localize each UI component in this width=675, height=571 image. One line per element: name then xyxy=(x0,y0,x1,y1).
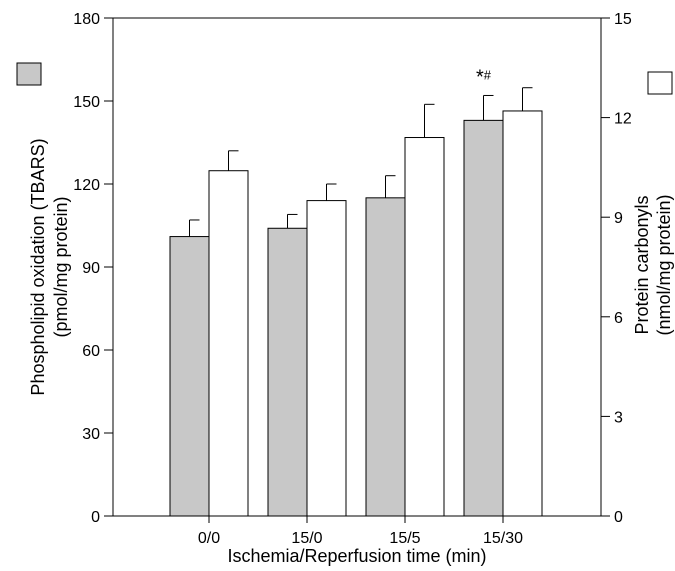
left-series-swatch xyxy=(16,62,42,86)
right-tick-label: 9 xyxy=(614,210,623,227)
right-series-swatch xyxy=(647,71,673,95)
x-tick-label: 0/0 xyxy=(198,530,220,547)
bars-group: *# xyxy=(169,66,543,517)
bar-tbars-15-5 xyxy=(365,197,406,517)
right-axis: 0 3 6 9 12 15 xyxy=(601,11,632,526)
left-tick-label: 120 xyxy=(73,177,100,194)
significance-annotation: *# xyxy=(476,66,492,88)
x-tick-label: 15/30 xyxy=(483,530,523,547)
bar-tbars-15-0 xyxy=(267,227,308,517)
right-axis-title-line2: (nmol/mg protein) xyxy=(654,194,674,335)
significance-hash: # xyxy=(484,67,492,82)
left-tick-label: 60 xyxy=(82,343,100,360)
right-tick-label: 6 xyxy=(614,310,623,327)
bar-protein-carbonyls-15-5 xyxy=(404,137,445,517)
right-tick-label: 3 xyxy=(614,409,623,426)
left-axis: 0 30 60 90 120 150 180 xyxy=(73,11,113,526)
left-tick-label: 30 xyxy=(82,426,100,443)
x-axis: 0/0 15/0 15/5 15/30 xyxy=(198,516,523,547)
significance-star: * xyxy=(476,66,484,88)
left-tick-label: 180 xyxy=(73,11,100,28)
left-axis-title-line2: (pmol/mg protein) xyxy=(51,196,71,337)
bar-protein-carbonyls-15-30 xyxy=(502,110,543,517)
left-tick-label: 150 xyxy=(73,94,100,111)
left-tick-label: 90 xyxy=(82,260,100,277)
x-tick-label: 15/5 xyxy=(389,530,420,547)
bar-protein-carbonyls-15-0 xyxy=(306,200,347,517)
right-tick-label: 0 xyxy=(614,509,623,526)
bar-tbars-0-0 xyxy=(169,236,210,517)
x-tick-label: 15/0 xyxy=(291,530,322,547)
left-tick-label: 0 xyxy=(91,509,100,526)
left-axis-title-line1: Phospholipid oxidation (TBARS) xyxy=(28,138,48,395)
bar-protein-carbonyls-0-0 xyxy=(208,170,249,517)
x-axis-title: Ischemia/Reperfusion time (min) xyxy=(227,546,486,566)
right-axis-title-line1: Protein carbonyls xyxy=(632,195,652,334)
right-tick-label: 12 xyxy=(614,111,632,128)
bar-tbars-15-30 xyxy=(463,119,504,517)
right-tick-label: 15 xyxy=(614,11,632,28)
